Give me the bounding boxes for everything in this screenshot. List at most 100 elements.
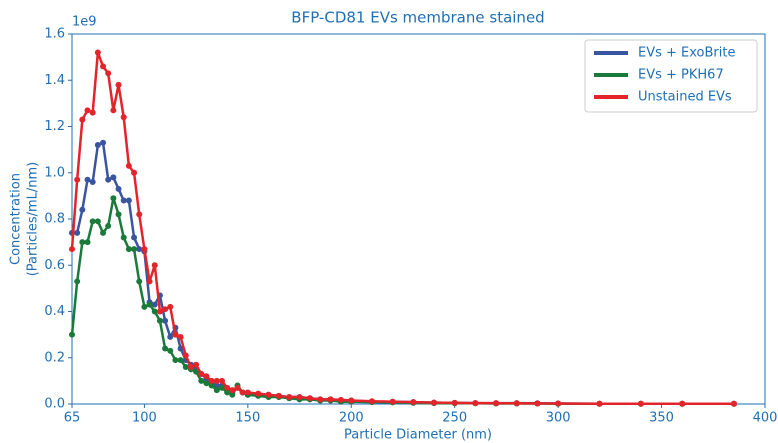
data-point [141, 246, 148, 253]
data-point [69, 331, 75, 338]
data-point [120, 197, 127, 204]
data-point [156, 308, 163, 315]
y-tick-label: 1.2 [44, 119, 65, 134]
data-point [203, 380, 210, 387]
data-point [125, 162, 132, 169]
data-point [198, 377, 205, 384]
data-point [94, 142, 101, 148]
data-point [131, 169, 138, 176]
data-point [472, 400, 479, 407]
data-point [94, 49, 101, 56]
y-tick-label: 0.6 [44, 258, 65, 273]
data-point [89, 218, 96, 225]
data-point [110, 195, 117, 202]
legend-box [584, 39, 758, 113]
data-point [115, 185, 122, 192]
data-point [534, 400, 541, 407]
data-point [151, 301, 158, 308]
data-point [100, 139, 107, 146]
data-point [105, 70, 112, 77]
data-point [513, 400, 520, 407]
x-tick-label: 150 [235, 411, 260, 426]
data-point [115, 211, 122, 218]
data-point [596, 400, 603, 407]
data-point [348, 397, 355, 404]
chart-title: BFP-CD81 EVs membrane stained [291, 9, 544, 27]
data-point [151, 308, 158, 315]
data-point [89, 109, 96, 116]
data-point [120, 114, 127, 121]
data-point [136, 278, 143, 285]
data-point [125, 197, 132, 204]
y-axis-label: (Particles/mL/nm) [26, 162, 41, 277]
data-point [275, 392, 282, 399]
data-point [125, 246, 132, 253]
x-axis-label: Particle Diameter (nm) [344, 428, 492, 443]
y-tick-label: 1.0 [44, 165, 65, 180]
data-point [89, 179, 96, 185]
y-scale-label: 1e9 [72, 15, 97, 30]
x-tick-label: 100 [132, 411, 157, 426]
data-point [208, 382, 215, 389]
data-point [167, 347, 174, 354]
data-point [100, 63, 107, 70]
data-point [208, 377, 215, 384]
data-point [110, 107, 117, 114]
data-point [136, 246, 143, 253]
data-point [286, 394, 293, 401]
data-point [74, 176, 81, 183]
data-point [177, 357, 184, 364]
data-point [218, 384, 225, 391]
series-line [70, 196, 734, 406]
data-point [131, 246, 138, 253]
data-point [431, 399, 438, 406]
data-point [131, 234, 138, 241]
data-point [389, 398, 396, 405]
legend-label: EVs + PKH67 [638, 68, 724, 83]
data-point [120, 234, 127, 241]
data-point [203, 373, 210, 380]
data-point [172, 331, 179, 338]
data-point [105, 176, 112, 183]
y-tick-label: 0.2 [44, 350, 65, 365]
data-point [100, 229, 107, 236]
y-tick-label: 0.0 [44, 397, 65, 412]
y-tick-label: 0.8 [44, 212, 65, 227]
data-point [213, 377, 220, 384]
data-point [213, 382, 220, 389]
data-point [234, 384, 241, 391]
y-tick-label: 1.6 [44, 27, 65, 42]
y-tick-label: 1.4 [44, 73, 65, 88]
data-point [69, 246, 75, 253]
data-point [172, 357, 179, 364]
data-point [337, 396, 344, 403]
data-point [218, 377, 225, 384]
legend-label: EVs + ExoBrite [638, 46, 735, 61]
data-point [151, 262, 158, 269]
data-point [162, 306, 169, 313]
data-point [306, 395, 313, 402]
data-point [637, 400, 644, 407]
data-point [193, 368, 200, 375]
data-point [239, 389, 246, 396]
data-point [115, 81, 122, 88]
data-point [182, 352, 189, 359]
data-point [410, 399, 417, 406]
data-point [213, 387, 220, 394]
data-point [265, 391, 272, 398]
data-point [368, 398, 375, 405]
data-point [327, 396, 334, 403]
data-point [224, 384, 231, 391]
data-point [229, 391, 236, 398]
data-point [146, 301, 153, 308]
data-point [296, 394, 303, 401]
y-tick-label: 0.4 [44, 304, 65, 319]
data-point [317, 396, 324, 403]
y-axis-label: Concentration [9, 173, 24, 265]
data-point [187, 364, 194, 370]
data-point [162, 345, 169, 352]
data-point [74, 229, 81, 236]
x-tick-label: 350 [649, 411, 674, 426]
data-point [224, 389, 231, 396]
